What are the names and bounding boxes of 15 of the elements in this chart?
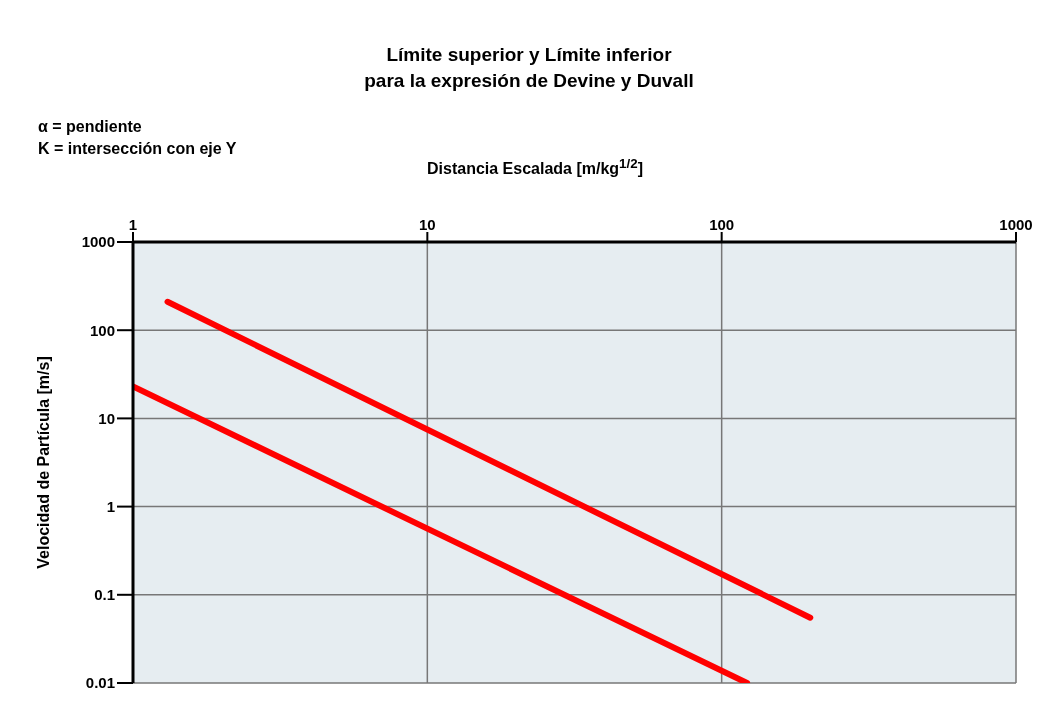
y-tick-label: 0.1 (94, 586, 115, 604)
text: α = pendiente (38, 117, 143, 137)
y-tick-label: 0.01 (85, 674, 115, 692)
y-tick-label: 10 (98, 409, 115, 427)
y-axis-title: Velocidad de Partícula [m/s] (34, 356, 52, 569)
y-tick-label: 100 (89, 321, 115, 339)
x-tick-label: 1 (128, 216, 138, 233)
x-axis-title: Distancia Escalada [m/kg$^{1/2}$] (427, 156, 643, 179)
text: K = intersección con eje Y (38, 139, 237, 159)
chart-title: Límite superior y Límite inferior para la expresión de Devine y Duvall (363, 43, 695, 93)
y-tick-label: 1000 (81, 233, 115, 251)
y-tick-label: 1 (106, 497, 115, 515)
x-tick-label: 10 (418, 216, 436, 233)
x-tick-label: 1000 (999, 216, 1033, 233)
x-tick-label: 100 (709, 216, 735, 233)
